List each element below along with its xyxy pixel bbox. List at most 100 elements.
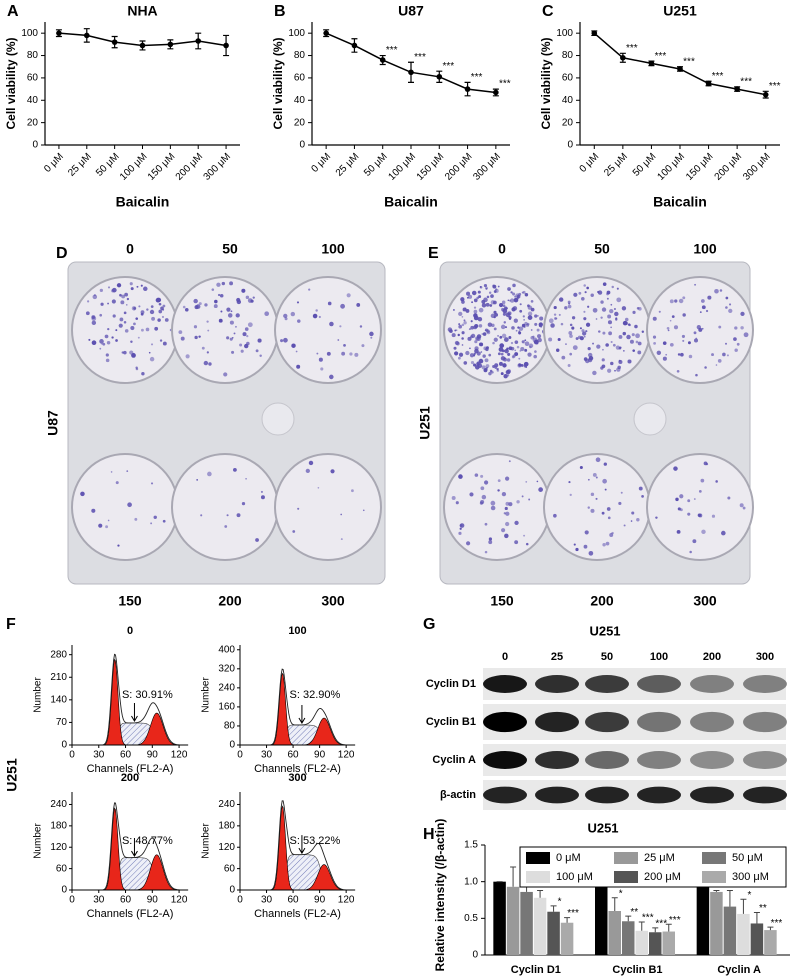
- colony: [283, 313, 288, 319]
- colony: [678, 298, 684, 304]
- colony: [498, 347, 504, 352]
- colony: [341, 351, 346, 356]
- chart-title: NHA: [127, 3, 157, 19]
- significance: *: [558, 897, 562, 908]
- colony: [622, 331, 627, 336]
- dose-label: 100: [321, 241, 345, 257]
- y-tick-label: 60: [294, 73, 306, 84]
- colony: [107, 302, 109, 305]
- y-tick-label: 0: [61, 740, 67, 751]
- blot-strip: [483, 780, 786, 810]
- well: [171, 453, 279, 561]
- colony: [514, 540, 519, 545]
- colony: [596, 344, 601, 349]
- colony: [498, 302, 504, 308]
- colony: [208, 362, 212, 366]
- y-tick-label: 60: [27, 73, 39, 84]
- colony: [468, 328, 471, 331]
- colony: [87, 300, 90, 303]
- well: [71, 453, 179, 561]
- x-tick-label: 150 μM: [146, 151, 178, 183]
- colony: [523, 319, 525, 321]
- x-tick-label: 200 μM: [443, 151, 475, 183]
- colony: [340, 538, 343, 541]
- x-tick-label: 25 μM: [602, 151, 630, 179]
- y-tick-label: 0: [299, 140, 305, 151]
- x-tick-label: 100 μM: [655, 151, 687, 183]
- colony: [454, 351, 459, 356]
- colony: [226, 336, 230, 340]
- colony: [255, 538, 259, 542]
- colony: [119, 317, 124, 322]
- colony: [624, 321, 628, 326]
- colony: [635, 333, 640, 339]
- colony: [490, 505, 496, 511]
- x-tick-label: 120: [338, 750, 355, 761]
- colony: [474, 364, 480, 370]
- significance: ***: [712, 71, 724, 82]
- x-tick-label: Cyclin A: [717, 964, 761, 976]
- colony: [581, 296, 585, 301]
- colony: [610, 340, 613, 344]
- x-tick-label: 0: [237, 895, 243, 906]
- colony: [627, 323, 631, 326]
- colony: [728, 303, 732, 306]
- colony: [505, 521, 510, 527]
- colony: [206, 351, 209, 354]
- colony: [600, 316, 603, 319]
- colony: [603, 462, 607, 466]
- colony: [479, 342, 484, 347]
- colony: [480, 486, 485, 491]
- well: [274, 453, 382, 561]
- colony: [242, 332, 247, 337]
- band: [743, 751, 787, 769]
- colony: [133, 322, 136, 326]
- cell-line-label: U87: [45, 410, 61, 436]
- cell-line-label: U251: [4, 758, 20, 792]
- colony: [631, 333, 635, 337]
- colony: [579, 327, 582, 330]
- lane-label: 25: [551, 651, 563, 663]
- bar: [506, 886, 520, 955]
- colony: [601, 358, 605, 362]
- colony: [707, 295, 712, 300]
- y-tick-label: 0: [472, 950, 478, 961]
- x-axis-label: Channels (FL2-A): [87, 763, 174, 775]
- y-tick-label: 80: [562, 50, 574, 61]
- colony: [207, 329, 210, 332]
- colony: [453, 346, 457, 350]
- colony: [102, 342, 106, 346]
- colony: [474, 340, 478, 344]
- bar: [635, 930, 648, 955]
- colony: [527, 304, 530, 308]
- colony: [470, 333, 476, 339]
- colony: [714, 288, 719, 294]
- band: [690, 751, 734, 769]
- protein-label: Cyclin A: [432, 754, 476, 766]
- colony: [136, 285, 139, 288]
- y-tick-label: 80: [27, 50, 39, 61]
- significance: ***: [442, 61, 454, 72]
- colony: [483, 368, 488, 373]
- colony: [583, 284, 586, 287]
- colony: [696, 325, 701, 330]
- colony: [244, 327, 249, 331]
- point: [734, 86, 740, 92]
- blot-strip: [483, 704, 786, 740]
- dose-label: 300: [693, 593, 717, 609]
- colony: [742, 506, 746, 510]
- colony: [587, 506, 590, 509]
- colony: [717, 359, 722, 363]
- band: [743, 675, 787, 693]
- significance: ***: [626, 43, 638, 54]
- colony: [518, 331, 522, 335]
- colony: [469, 353, 475, 358]
- colony: [534, 350, 537, 353]
- colony: [500, 352, 504, 356]
- colony: [616, 367, 621, 372]
- y-tick-label: 60: [562, 73, 574, 84]
- x-tick-label: Cyclin D1: [511, 964, 561, 976]
- y-tick-label: 40: [27, 95, 39, 106]
- colony: [317, 486, 320, 489]
- point: [223, 42, 229, 49]
